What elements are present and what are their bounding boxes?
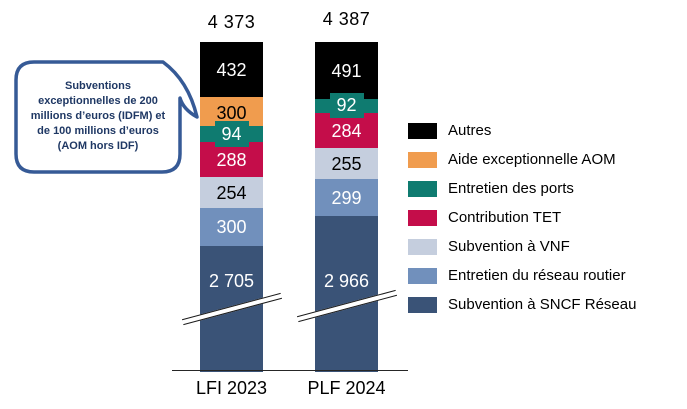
column-total-label: 4 387: [322, 9, 371, 29]
callout-bubble-outline: [14, 60, 199, 174]
legend-label: Subvention à SNCF Réseau: [448, 296, 637, 313]
legend-swatch: [408, 180, 437, 197]
category-label: LFI 2023: [195, 378, 268, 398]
column-total-label: 4 373: [207, 12, 256, 32]
bar-segment: [315, 216, 378, 372]
bar-segment: [315, 42, 378, 99]
legend-swatch: [408, 296, 437, 313]
legend-label: Autres: [448, 122, 492, 139]
segment-value-label: 300: [216, 217, 247, 237]
legend-label: Entretien des ports: [448, 180, 574, 197]
legend-label: Aide exceptionnelle AOM: [448, 151, 616, 168]
legend: Autres Aide exceptionnelle AOM Entretien d…: [408, 116, 636, 319]
callout-text-line: Subventions: [64, 80, 131, 92]
legend-row: Entretien du réseau routier: [408, 261, 636, 290]
segment-value-label: 92: [329, 93, 364, 118]
segment-value-label: 491: [331, 61, 362, 81]
category-label: PLF 2024: [307, 378, 386, 398]
segment-value-label: 299: [331, 188, 362, 208]
legend-row: Subvention à VNF: [408, 232, 636, 261]
legend-row: Autres: [408, 116, 636, 145]
legend-row: Contribution TET: [408, 203, 636, 232]
callout-text-line: de 100 millions d’euros: [37, 125, 159, 137]
legend-label: Subvention à VNF: [448, 238, 570, 255]
legend-row: Aide exceptionnelle AOM: [408, 145, 636, 174]
segment-value-label: 288: [216, 150, 247, 170]
legend-swatch: [408, 209, 437, 226]
bar-segment: [200, 42, 263, 97]
legend-row: Entretien des ports: [408, 174, 636, 203]
legend-label: Entretien du réseau routier: [448, 267, 626, 284]
bar-segment: [315, 113, 378, 148]
segment-value-label: 2 966: [323, 271, 370, 291]
callout-bubble: [14, 60, 199, 174]
bar-segment: [200, 208, 263, 246]
bar-segment: [315, 179, 378, 216]
legend-swatch: [408, 267, 437, 284]
legend-label: Contribution TET: [448, 209, 562, 226]
legend-row: Subvention à SNCF Réseau: [408, 290, 636, 319]
bar-segment: [200, 177, 263, 208]
segment-value-label: 254: [216, 183, 247, 203]
x-axis-line: [172, 370, 408, 371]
segment-value-label: 300: [216, 103, 247, 123]
segment-value-label: 255: [331, 154, 362, 174]
bar-segment: [315, 148, 378, 179]
callout-text-line: exceptionnelles de 200: [38, 95, 158, 107]
legend-swatch: [408, 238, 437, 255]
segment-value-label: 284: [331, 121, 362, 141]
callout-text-line: (AOM hors IDF): [57, 140, 139, 152]
legend-swatch: [408, 151, 437, 168]
callout-text: Subventions exceptionnelles de 200 milli…: [16, 79, 180, 154]
segment-value-label: 2 705: [208, 271, 255, 291]
bar-segment: [200, 142, 263, 177]
legend-swatch: [408, 122, 437, 139]
segment-value-label: 432: [216, 60, 247, 80]
segment-value-label: 94: [214, 121, 249, 147]
callout-text-line: millions d’euros (IDFM) et: [30, 110, 166, 122]
